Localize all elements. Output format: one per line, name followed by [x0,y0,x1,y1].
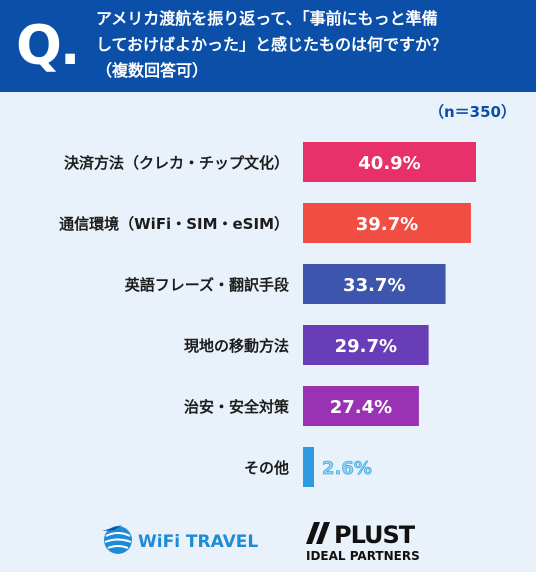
question-header: Q. アメリカ渡航を振り返って、「事前にもっと準備 しておけばよかった」と感じた… [0,0,536,92]
bar-5 [303,386,419,426]
bar-6 [303,447,314,487]
value-label-2: 39.7% [356,214,418,235]
plust-logo-text: PLUST [334,521,416,549]
question-text: アメリカ渡航を振り返って、「事前にもっと準備 しておけばよかった」と感じたものは… [96,6,528,84]
globe-icon [102,525,132,554]
value-label-4: 29.7% [335,336,397,357]
plust-mark-icon [306,522,330,544]
value-label-5: 27.4% [330,397,392,418]
question-line-2: しておけばよかった」と感じたものは何ですか？ [96,35,448,54]
category-label-2: 通信環境（WiFi・SIM・eSIM） [59,215,289,233]
bar-3 [303,264,446,304]
wifi-travel-logo: WiFi TRAVEL [102,525,258,554]
category-label-4: 現地の移動方法 [184,337,289,355]
value-label-1: 40.9% [358,153,420,174]
q-label: Q. [16,14,80,77]
sample-size-label: （n＝350） [429,103,516,121]
value-label-6: 2.6% [322,458,372,479]
plust-logo-subtext: IDEAL PARTNERS [306,549,420,563]
wifi-travel-logo-text: WiFi TRAVEL [138,532,258,552]
bar-4 [303,325,429,365]
bar-1 [303,142,477,182]
category-label-3: 英語フレーズ・翻訳手段 [125,276,289,294]
question-line-3: （複数回答可） [96,61,209,80]
question-line-1: アメリカ渡航を振り返って、「事前にもっと準備 [96,9,438,28]
category-label-1: 決済方法（クレカ・チップ文化） [64,154,289,172]
bar-2 [303,203,471,243]
value-label-3: 33.7% [343,275,405,296]
category-label-6: その他 [244,459,289,477]
plust-logo: PLUST IDEAL PARTNERS [306,521,420,563]
category-label-5: 治安・安全対策 [184,398,290,416]
